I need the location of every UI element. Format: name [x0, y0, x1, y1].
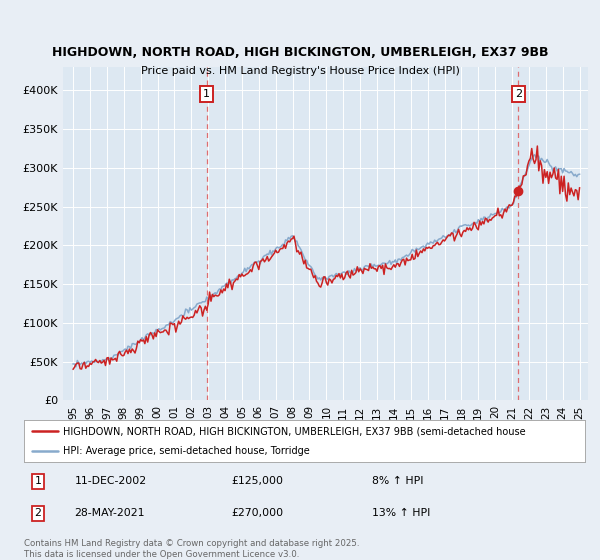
Text: 1: 1	[35, 477, 41, 487]
Text: 28-MAY-2021: 28-MAY-2021	[74, 508, 145, 519]
Text: HPI: Average price, semi-detached house, Torridge: HPI: Average price, semi-detached house,…	[63, 446, 310, 456]
Text: HIGHDOWN, NORTH ROAD, HIGH BICKINGTON, UMBERLEIGH, EX37 9BB (semi-detached house: HIGHDOWN, NORTH ROAD, HIGH BICKINGTON, U…	[63, 427, 526, 437]
Text: 13% ↑ HPI: 13% ↑ HPI	[372, 508, 430, 519]
Text: 11-DEC-2002: 11-DEC-2002	[74, 477, 146, 487]
Text: HIGHDOWN, NORTH ROAD, HIGH BICKINGTON, UMBERLEIGH, EX37 9BB: HIGHDOWN, NORTH ROAD, HIGH BICKINGTON, U…	[52, 46, 548, 59]
Text: £125,000: £125,000	[232, 477, 284, 487]
Text: 8% ↑ HPI: 8% ↑ HPI	[372, 477, 424, 487]
Text: Contains HM Land Registry data © Crown copyright and database right 2025.
This d: Contains HM Land Registry data © Crown c…	[24, 539, 359, 559]
Text: Price paid vs. HM Land Registry's House Price Index (HPI): Price paid vs. HM Land Registry's House …	[140, 66, 460, 76]
Text: £270,000: £270,000	[232, 508, 284, 519]
Text: 2: 2	[35, 508, 41, 519]
Text: 1: 1	[203, 90, 211, 99]
Text: 2: 2	[515, 90, 522, 99]
